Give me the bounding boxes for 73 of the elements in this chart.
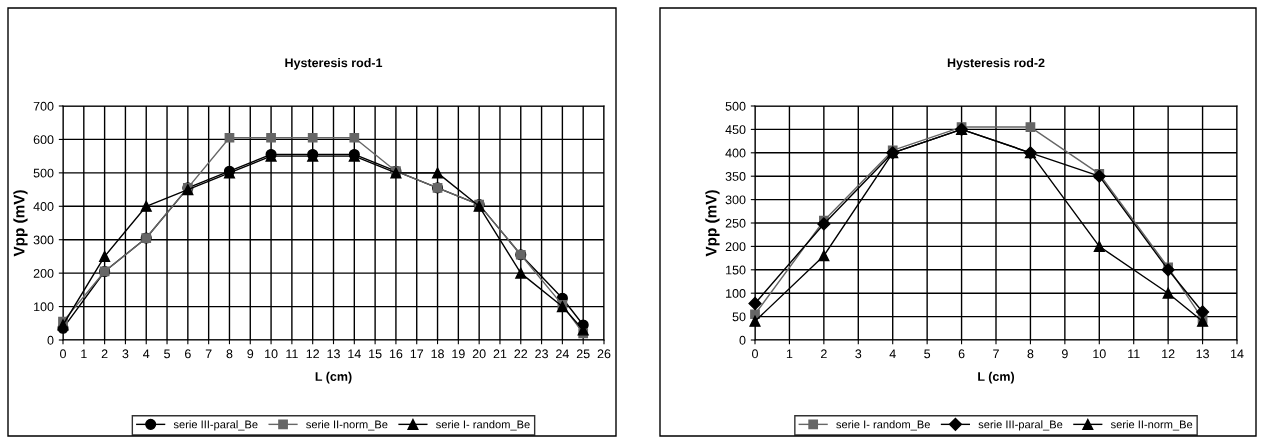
x-tick-label: 26 xyxy=(597,349,611,359)
x-tick-label: 19 xyxy=(452,349,465,359)
x-axis-title: L (cm) xyxy=(978,371,1015,384)
x-tick-label: 14 xyxy=(348,349,361,359)
x-tick-label: 25 xyxy=(576,349,590,359)
x-axis-title: L (cm) xyxy=(315,371,352,384)
legend-label: serie III-paral_Be xyxy=(173,420,258,431)
x-tick-label: 13 xyxy=(327,349,340,359)
x-tick-label: 1 xyxy=(81,349,87,359)
x-tick-label: 23 xyxy=(535,349,548,359)
legend-label: serie II-norm_Be xyxy=(306,420,388,431)
x-tick-label: 10 xyxy=(1093,349,1106,359)
y-tick-label: 100 xyxy=(34,302,54,312)
x-tick-label: 3 xyxy=(855,349,862,359)
x-tick-label: 7 xyxy=(205,349,212,359)
y-tick-label: 700 xyxy=(33,101,54,111)
x-tick-label: 11 xyxy=(1128,349,1140,359)
x-tick-label: 13 xyxy=(1196,349,1209,359)
y-tick-label: 100 xyxy=(726,289,746,298)
y-tick-label: 200 xyxy=(33,268,54,278)
y-tick-label: 250 xyxy=(725,218,746,228)
x-tick-label: 17 xyxy=(410,349,424,359)
x-tick-label: 21 xyxy=(493,349,507,359)
legend-label: serie I- random_Be xyxy=(436,420,530,431)
y-tick-label: 350 xyxy=(725,172,746,181)
chart-title: Hysteresis rod-2 xyxy=(947,58,1045,70)
y-tick-label: 0 xyxy=(739,335,746,345)
y-axis-title: Vpp (mV) xyxy=(13,190,28,257)
y-tick-label: 400 xyxy=(33,202,54,211)
x-tick-label: 4 xyxy=(143,349,150,359)
x-tick-label: 22 xyxy=(514,349,528,359)
x-tick-label: 2 xyxy=(821,349,827,359)
x-tick-label: 14 xyxy=(1231,349,1244,359)
legend-label: serie III-paral_Be xyxy=(978,420,1063,431)
x-tick-label: 9 xyxy=(247,349,254,359)
x-tick-label: 9 xyxy=(1061,349,1068,359)
x-tick-label: 12 xyxy=(1162,349,1175,359)
x-tick-label: 6 xyxy=(958,349,965,359)
x-tick-label: 16 xyxy=(389,349,403,359)
legend-label: serie I- random_Be xyxy=(836,420,930,431)
x-tick-label: 2 xyxy=(101,349,108,359)
x-tick-label: 0 xyxy=(752,349,758,359)
x-tick-label: 4 xyxy=(889,349,896,359)
y-tick-label: 500 xyxy=(33,168,54,178)
x-tick-label: 18 xyxy=(431,349,444,359)
x-tick-label: 20 xyxy=(472,349,486,359)
x-tick-label: 12 xyxy=(306,349,320,359)
y-tick-label: 50 xyxy=(732,312,746,322)
y-axis-title: Vpp (mV) xyxy=(705,190,720,257)
y-tick-label: 400 xyxy=(725,148,746,158)
legend-label: serie II-norm_Be xyxy=(1110,420,1193,431)
x-tick-label: 1 xyxy=(786,349,793,359)
x-tick-label: 5 xyxy=(924,349,931,359)
y-tick-label: 300 xyxy=(725,195,746,205)
x-tick-label: 15 xyxy=(369,349,382,359)
x-tick-label: 6 xyxy=(185,349,191,359)
x-tick-label: 3 xyxy=(122,349,129,359)
x-tick-label: 0 xyxy=(60,349,66,359)
x-tick-label: 8 xyxy=(1027,349,1034,359)
chart-title: Hysteresis rod-1 xyxy=(285,58,383,70)
x-tick-label: 7 xyxy=(993,349,999,359)
x-tick-label: 24 xyxy=(556,349,569,359)
y-tick-label: 600 xyxy=(33,135,54,145)
y-tick-label: 300 xyxy=(33,235,54,245)
x-tick-label: 10 xyxy=(265,349,278,359)
y-tick-label: 500 xyxy=(725,101,746,111)
x-tick-label: 11 xyxy=(286,349,298,359)
y-tick-label: 450 xyxy=(725,125,746,135)
y-tick-label: 0 xyxy=(47,335,54,345)
y-tick-label: 200 xyxy=(725,242,746,252)
y-tick-label: 150 xyxy=(726,265,746,275)
x-tick-label: 8 xyxy=(226,349,233,359)
x-tick-label: 5 xyxy=(164,349,170,359)
